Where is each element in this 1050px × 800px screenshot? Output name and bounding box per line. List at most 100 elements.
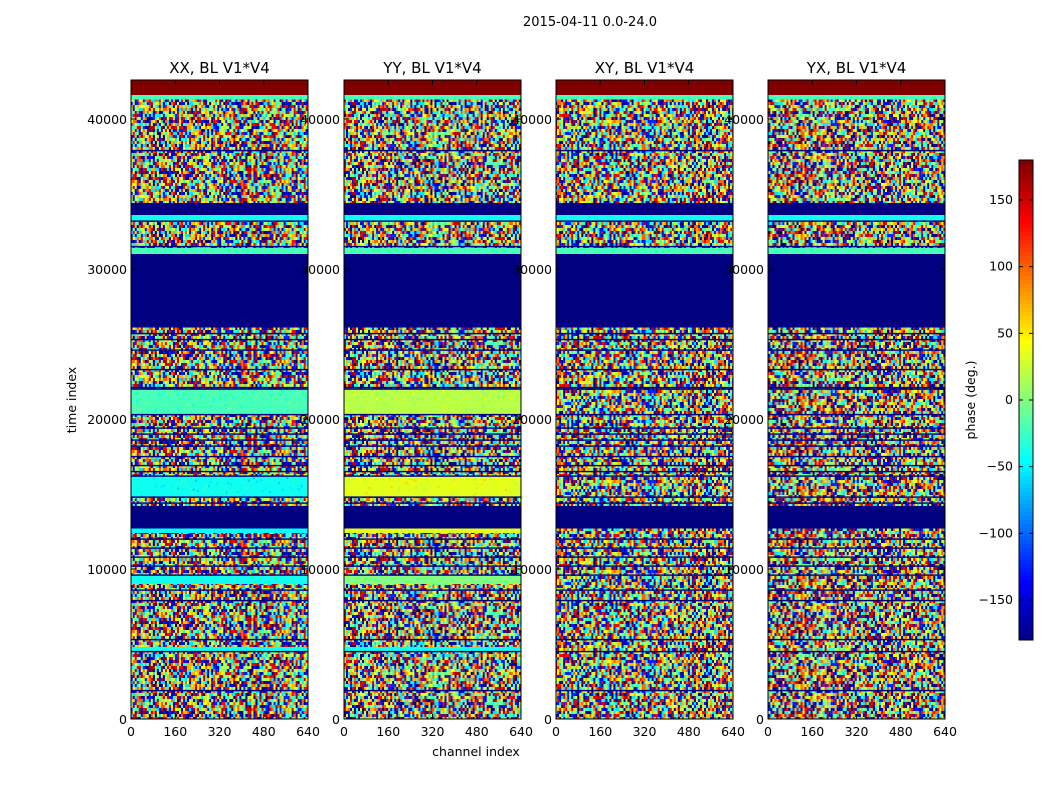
colorbar-segment	[1019, 272, 1033, 277]
band-speckle	[256, 407, 259, 409]
heatmap-band	[344, 389, 521, 415]
band-speckle	[382, 478, 385, 481]
band-speckle	[483, 398, 486, 400]
band-speckle	[503, 394, 506, 397]
band-speckle	[353, 477, 356, 480]
band-speckle	[200, 401, 202, 404]
x-tick-label: 160	[588, 724, 612, 739]
flag-line	[131, 338, 308, 341]
band-speckle	[283, 410, 286, 413]
band-speckle	[460, 406, 463, 408]
band-speckle	[408, 389, 411, 391]
band-speckle	[444, 410, 447, 412]
band-speckle	[412, 392, 414, 395]
colorbar-segment	[1019, 420, 1033, 425]
band-speckle	[148, 410, 150, 413]
band-speckle	[219, 407, 222, 410]
colorbar-segment	[1019, 532, 1033, 537]
band-speckle	[410, 400, 413, 403]
band-speckle	[200, 393, 203, 396]
band-speckle	[178, 479, 181, 482]
colorbar-segment	[1019, 204, 1033, 209]
band-speckle	[262, 489, 265, 492]
colorbar-segment	[1019, 636, 1033, 641]
band-speckle	[272, 400, 275, 403]
band-speckle	[511, 484, 514, 487]
band-speckle	[386, 487, 389, 490]
colorbar-segment	[1019, 556, 1033, 561]
band-speckle	[483, 479, 486, 482]
band-speckle	[389, 477, 391, 480]
flag-line	[768, 475, 945, 477]
band-speckle	[163, 402, 166, 405]
flag-line	[768, 589, 945, 591]
colorbar-segment	[1019, 452, 1033, 457]
band-speckle	[261, 486, 264, 489]
flag-line	[131, 368, 308, 371]
colorbar-segment	[1019, 584, 1033, 589]
x-tick-label: 320	[633, 724, 657, 739]
colorbar-segment	[1019, 604, 1033, 609]
band-speckle	[426, 489, 429, 492]
panel-title: YY, BL V1*V4	[382, 59, 481, 77]
heatmap-band	[344, 647, 521, 652]
band-speckle	[464, 389, 467, 392]
band-speckle	[499, 391, 502, 394]
band-speckle	[518, 390, 521, 392]
flag-line	[556, 496, 733, 498]
band-speckle	[417, 405, 420, 408]
colorbar-segment	[1019, 528, 1033, 533]
heatmap-band	[344, 476, 521, 497]
band-speckle	[500, 407, 503, 410]
band-speckle	[352, 394, 355, 397]
band-speckle	[448, 399, 451, 402]
band-speckle	[515, 484, 518, 487]
colorbar-segment	[1019, 428, 1033, 433]
flag-line	[131, 332, 308, 335]
colorbar-segment	[1019, 276, 1033, 281]
band-speckle	[426, 481, 429, 484]
flag-line	[344, 475, 521, 477]
band-speckle	[245, 391, 248, 394]
band-speckle	[177, 487, 180, 490]
y-tick-label: 0	[756, 712, 764, 727]
band-speckle	[402, 478, 405, 481]
colorbar-tick-label: −150	[979, 592, 1013, 607]
band-speckle	[173, 481, 176, 484]
band-speckle	[353, 482, 356, 485]
heatmap-noise-xy	[556, 80, 733, 719]
x-tick-label: 640	[721, 724, 745, 739]
band-speckle	[451, 408, 454, 411]
colorbar-segment	[1019, 460, 1033, 465]
colorbar-segment	[1019, 444, 1033, 449]
band-speckle	[438, 485, 441, 488]
band-speckle	[485, 401, 488, 404]
band-speckle	[416, 397, 419, 400]
flag-line	[768, 547, 945, 549]
colorbar-segment	[1019, 476, 1033, 481]
band-speckle	[449, 486, 452, 488]
band-speckle	[424, 484, 427, 486]
x-tick-label: 320	[845, 724, 869, 739]
band-speckle	[224, 487, 227, 490]
band-speckle	[414, 485, 417, 488]
flag-line	[768, 650, 945, 653]
band-speckle	[151, 485, 154, 488]
y-tick-label: 40000	[87, 112, 127, 127]
flag-line	[344, 427, 521, 429]
band-speckle	[463, 402, 466, 405]
band-speckle	[180, 400, 183, 403]
colorbar-segment	[1019, 388, 1033, 393]
band-speckle	[456, 392, 459, 395]
colorbar-segment	[1019, 328, 1033, 333]
band-speckle	[469, 484, 472, 487]
band-speckle	[368, 484, 371, 487]
band-speckle	[503, 495, 506, 498]
colorbar-segment	[1019, 264, 1033, 269]
band-speckle	[225, 491, 228, 494]
band-speckle	[426, 400, 429, 403]
band-speckle	[290, 494, 293, 497]
band-speckle	[494, 405, 497, 408]
band-speckle	[477, 390, 480, 393]
band-speckle	[369, 487, 372, 490]
